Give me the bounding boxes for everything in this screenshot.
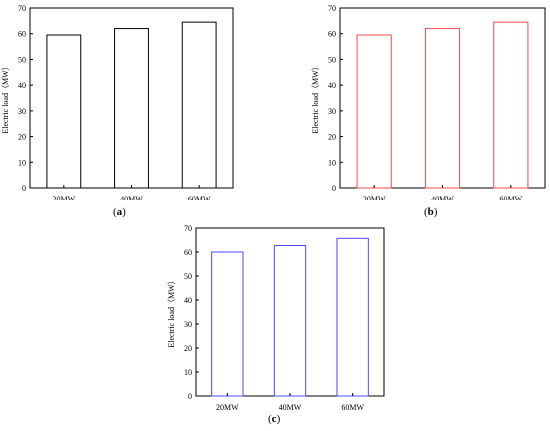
y-tick-label: 30 (328, 107, 336, 116)
x-tick-label: 40MW (120, 195, 143, 200)
y-tick-label: 70 (184, 224, 192, 233)
bar-20mw (356, 34, 392, 189)
y-tick-label: 40 (184, 296, 192, 305)
y-tick-label: 40 (18, 81, 26, 90)
x-tick-label: 60MW (188, 195, 211, 200)
chart-b: 0 10 20 30 40 50 60 70 20MW 40MW 60MW Electric load… (311, 4, 546, 200)
y-tick-label: 40 (328, 81, 336, 90)
y-tick-label: 0 (188, 392, 192, 401)
y-axis-label: Electric load（MW） (1, 62, 10, 133)
x-tick-label: 60MW (341, 403, 364, 410)
y-tick-label: 50 (328, 55, 336, 64)
bar-40mw (273, 245, 307, 397)
y-tick-label: 20 (18, 133, 26, 142)
y-tick-label: 60 (18, 30, 26, 39)
y-tick-label: 60 (184, 248, 192, 257)
y-tick-label: 70 (328, 4, 336, 13)
bar-60mw (493, 21, 529, 189)
y-axis-label: Electric load（MW） (311, 62, 320, 133)
y-tick-label: 30 (184, 320, 192, 329)
bar-60mw (336, 237, 369, 397)
x-tick-label: 20MW (363, 195, 386, 200)
x-tick-label: 20MW (52, 195, 75, 200)
y-tick-label: 0 (22, 184, 26, 193)
bar-60mw (181, 21, 217, 189)
y-tick-label: 50 (184, 272, 192, 281)
y-tick-label: 70 (18, 4, 26, 13)
x-tick-label: 20MW (216, 403, 239, 410)
bar-20mw (211, 251, 244, 397)
y-tick-label: 10 (18, 158, 26, 167)
x-tick-label: 60MW (499, 195, 522, 200)
y-tick-label: 0 (332, 184, 336, 193)
y-tick-label: 10 (184, 368, 192, 377)
chart-a: 0 10 20 30 40 50 60 70 20MW 40MW 60MW Electric load… (1, 4, 234, 200)
x-tick-label: 40MW (431, 195, 454, 200)
chart-c: 0 10 20 30 40 50 60 70 20MW 40MW 60MW Electric load… (167, 224, 385, 410)
y-tick-label: 20 (328, 133, 336, 142)
panel-label-a: (a) (113, 206, 126, 218)
panel-label-c: (c) (268, 413, 281, 425)
y-axis-label: Electric load（MW） (167, 276, 176, 347)
y-tick-label: 50 (18, 55, 26, 64)
bar-40mw (424, 28, 461, 189)
x-tick-label: 40MW (279, 403, 302, 410)
panel-label-b: (b) (424, 206, 438, 218)
y-tick-label: 20 (184, 344, 192, 353)
bar-40mw (114, 28, 149, 189)
bar-20mw (46, 34, 82, 189)
y-tick-label: 60 (328, 30, 336, 39)
y-tick-label: 10 (328, 158, 336, 167)
y-tick-label: 30 (18, 107, 26, 116)
